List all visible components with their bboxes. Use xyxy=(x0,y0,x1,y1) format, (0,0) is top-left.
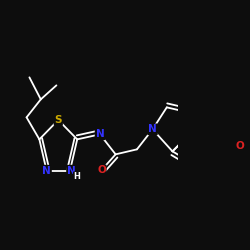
Text: N: N xyxy=(148,124,157,134)
Text: N: N xyxy=(42,166,51,176)
Text: N: N xyxy=(67,166,76,176)
Text: O: O xyxy=(97,165,106,175)
Text: O: O xyxy=(236,141,244,151)
Text: H: H xyxy=(74,172,80,181)
Text: N: N xyxy=(96,129,104,139)
Text: S: S xyxy=(54,115,62,125)
